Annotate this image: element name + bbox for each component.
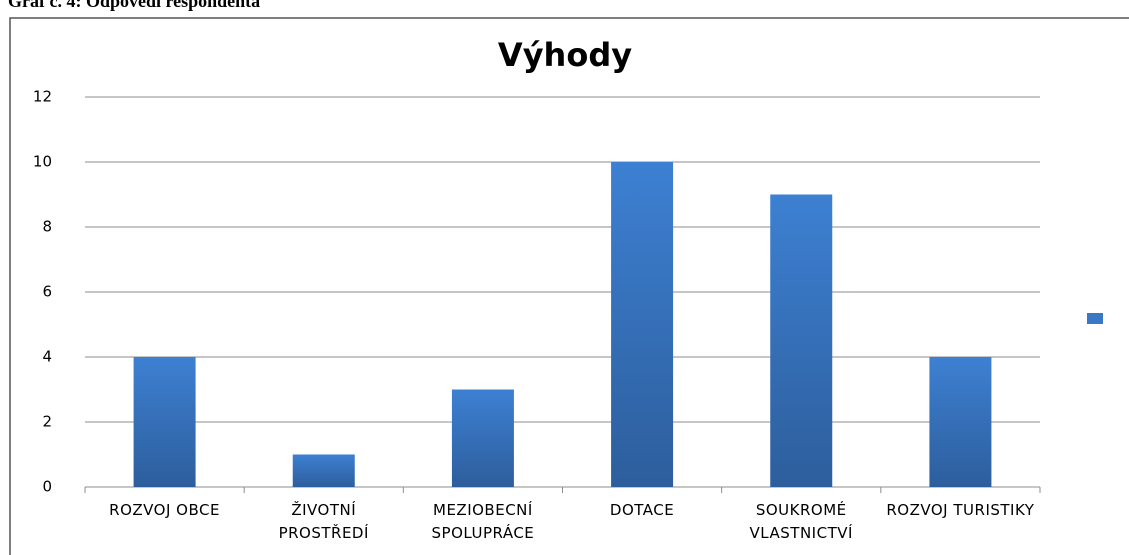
bar	[451, 389, 514, 487]
x-tick-label: MEZIOBECNÍ SPOLUPRÁCE	[431, 501, 535, 542]
legend-swatch	[1087, 313, 1103, 324]
bar	[611, 162, 674, 487]
y-tick-label: 12	[33, 88, 52, 106]
x-tick-label: SOUKROMÉ VLASTNICTVÍ	[749, 501, 853, 542]
y-tick-label: 0	[42, 478, 52, 496]
y-tick-label: 2	[42, 413, 52, 431]
y-tick-label: 8	[42, 218, 52, 236]
bar	[929, 357, 992, 487]
y-tick-label: 4	[42, 348, 52, 366]
bar	[292, 454, 355, 487]
caption: Graf č. 4: Odpovědi respondenta	[8, 0, 261, 11]
bar	[770, 194, 833, 487]
x-tick-label: ŽIVOTNÍ PROSTŘEDÍ	[278, 501, 369, 542]
y-tick-label: 10	[33, 153, 52, 171]
y-tick-label: 6	[42, 283, 52, 301]
chart-title: Výhody	[498, 36, 632, 74]
x-tick-label: ROZVOJ TURISTIKY	[886, 501, 1035, 519]
x-tick-label: ROZVOJ OBCE	[109, 501, 220, 519]
bar	[133, 357, 196, 487]
chart-border	[9, 17, 1129, 555]
x-tick-label: DOTACE	[609, 501, 675, 519]
